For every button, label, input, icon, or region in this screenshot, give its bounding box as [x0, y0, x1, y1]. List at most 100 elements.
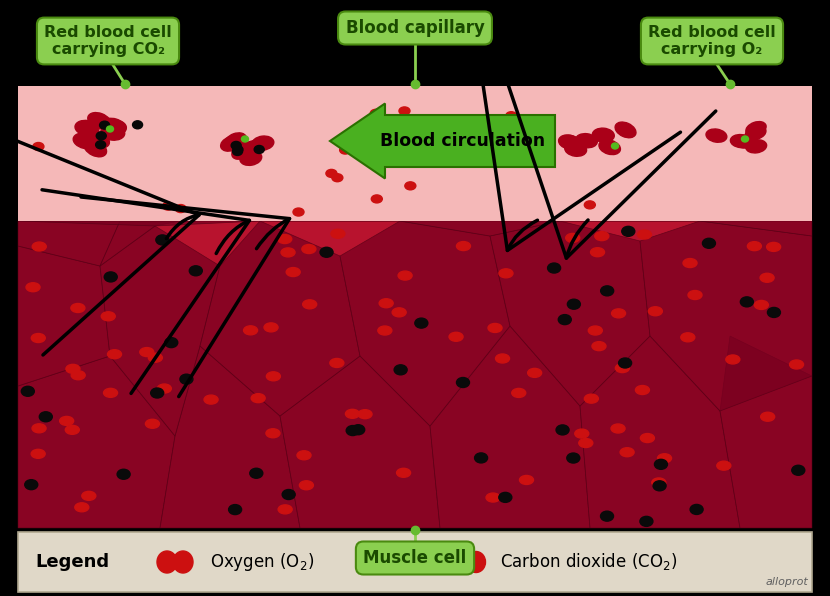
- Ellipse shape: [564, 142, 587, 156]
- FancyArrowPatch shape: [477, 43, 681, 250]
- Ellipse shape: [175, 204, 186, 213]
- Ellipse shape: [370, 109, 381, 117]
- Polygon shape: [580, 336, 740, 528]
- Ellipse shape: [405, 182, 416, 190]
- Ellipse shape: [157, 551, 177, 573]
- FancyArrowPatch shape: [5, 136, 199, 355]
- Ellipse shape: [108, 350, 121, 359]
- Ellipse shape: [266, 429, 280, 437]
- Ellipse shape: [156, 235, 168, 245]
- Ellipse shape: [486, 493, 500, 502]
- Ellipse shape: [303, 300, 317, 309]
- Ellipse shape: [302, 244, 316, 253]
- Ellipse shape: [204, 395, 218, 404]
- Ellipse shape: [740, 297, 754, 307]
- Ellipse shape: [657, 454, 671, 462]
- Ellipse shape: [60, 417, 74, 426]
- Ellipse shape: [636, 386, 649, 395]
- Ellipse shape: [286, 268, 300, 277]
- Ellipse shape: [611, 424, 625, 433]
- Ellipse shape: [139, 347, 154, 356]
- Ellipse shape: [100, 125, 124, 140]
- Ellipse shape: [457, 377, 470, 387]
- Ellipse shape: [595, 232, 608, 241]
- FancyBboxPatch shape: [18, 86, 812, 221]
- Ellipse shape: [102, 120, 126, 135]
- Ellipse shape: [332, 173, 343, 182]
- Ellipse shape: [330, 358, 344, 368]
- Ellipse shape: [100, 121, 110, 129]
- Ellipse shape: [730, 135, 751, 148]
- Ellipse shape: [22, 386, 34, 396]
- Ellipse shape: [760, 274, 774, 283]
- Ellipse shape: [434, 551, 453, 573]
- Ellipse shape: [688, 290, 702, 300]
- FancyArrowPatch shape: [500, 60, 715, 258]
- Ellipse shape: [352, 425, 364, 434]
- Ellipse shape: [789, 360, 803, 369]
- Ellipse shape: [149, 353, 163, 362]
- Ellipse shape: [248, 138, 268, 154]
- Ellipse shape: [339, 146, 351, 154]
- Ellipse shape: [548, 263, 560, 273]
- Ellipse shape: [371, 195, 383, 203]
- Ellipse shape: [232, 147, 242, 156]
- Ellipse shape: [75, 503, 89, 512]
- Ellipse shape: [243, 326, 257, 335]
- Ellipse shape: [379, 299, 393, 308]
- Ellipse shape: [399, 107, 410, 115]
- Ellipse shape: [189, 266, 203, 276]
- Polygon shape: [18, 356, 175, 528]
- Ellipse shape: [584, 394, 598, 403]
- Ellipse shape: [754, 300, 769, 309]
- Text: Blood capillary: Blood capillary: [345, 19, 485, 37]
- Ellipse shape: [39, 412, 52, 422]
- Ellipse shape: [252, 136, 274, 150]
- Polygon shape: [720, 336, 812, 528]
- Ellipse shape: [133, 121, 143, 129]
- Ellipse shape: [88, 113, 111, 129]
- Polygon shape: [340, 221, 510, 426]
- Ellipse shape: [615, 364, 629, 372]
- Text: Red blood cell
carrying CO₂: Red blood cell carrying CO₂: [44, 25, 172, 57]
- Ellipse shape: [71, 303, 85, 312]
- Ellipse shape: [66, 364, 80, 373]
- Ellipse shape: [293, 208, 304, 216]
- Text: Blood circulation: Blood circulation: [380, 132, 545, 150]
- Ellipse shape: [326, 169, 337, 178]
- Polygon shape: [200, 221, 360, 416]
- Polygon shape: [18, 221, 812, 236]
- Ellipse shape: [66, 426, 80, 434]
- Ellipse shape: [690, 504, 703, 514]
- Polygon shape: [430, 326, 590, 528]
- Ellipse shape: [266, 372, 281, 381]
- Ellipse shape: [345, 409, 359, 418]
- Ellipse shape: [601, 511, 613, 521]
- Ellipse shape: [559, 315, 571, 325]
- Ellipse shape: [101, 312, 115, 321]
- Ellipse shape: [559, 135, 580, 150]
- Ellipse shape: [86, 131, 110, 148]
- Ellipse shape: [640, 516, 653, 526]
- Ellipse shape: [615, 122, 636, 138]
- Ellipse shape: [82, 491, 95, 501]
- Ellipse shape: [165, 337, 178, 347]
- Ellipse shape: [745, 126, 766, 139]
- Ellipse shape: [84, 139, 106, 157]
- Ellipse shape: [33, 142, 44, 151]
- Ellipse shape: [488, 324, 502, 333]
- Ellipse shape: [250, 468, 263, 478]
- Ellipse shape: [475, 453, 487, 463]
- Ellipse shape: [746, 122, 766, 136]
- Ellipse shape: [394, 365, 408, 375]
- Ellipse shape: [637, 230, 652, 239]
- Ellipse shape: [457, 241, 471, 250]
- Ellipse shape: [264, 323, 278, 332]
- Ellipse shape: [75, 120, 99, 136]
- FancyArrow shape: [330, 104, 555, 178]
- Ellipse shape: [251, 393, 265, 403]
- Ellipse shape: [449, 333, 463, 342]
- Polygon shape: [490, 221, 650, 406]
- Ellipse shape: [512, 389, 525, 398]
- Ellipse shape: [706, 129, 727, 142]
